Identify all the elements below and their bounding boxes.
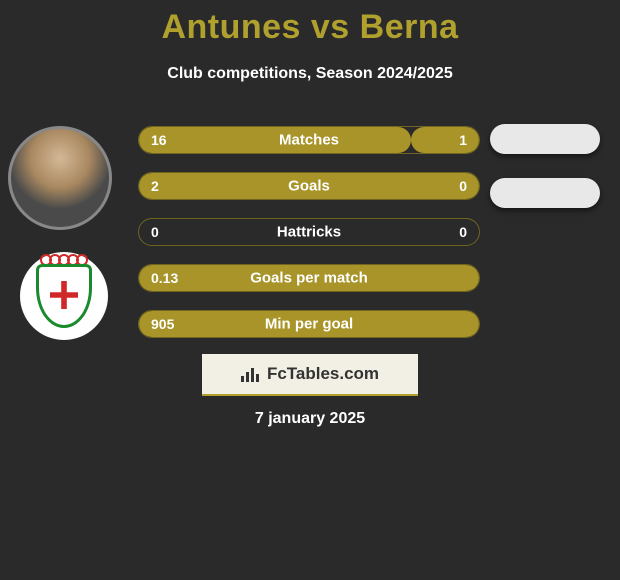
- branding-badge: FcTables.com: [202, 354, 418, 396]
- stat-left-value: 16: [151, 132, 167, 148]
- bar-fill-left: [139, 127, 411, 153]
- club-crest: [20, 252, 108, 340]
- stat-label: Hattricks: [277, 224, 341, 241]
- stat-right-value: 0: [459, 224, 467, 240]
- stat-left-value: 0.13: [151, 270, 178, 286]
- left-avatars: [8, 126, 112, 340]
- stat-row: 0.13 Goals per match: [138, 264, 480, 292]
- stat-row: 0 Hattricks 0: [138, 218, 480, 246]
- stat-row: 2 Goals 0: [138, 172, 480, 200]
- stat-right-value: 0: [459, 178, 467, 194]
- stat-row: 16 Matches 1: [138, 126, 480, 154]
- player-avatar: [8, 126, 112, 230]
- stat-label: Goals: [288, 178, 330, 195]
- stat-right-value: 1: [459, 132, 467, 148]
- right-pills: [490, 124, 600, 232]
- opponent-pill: [490, 178, 600, 208]
- stat-label: Min per goal: [265, 316, 353, 333]
- stat-row: 905 Min per goal: [138, 310, 480, 338]
- stat-bars: 16 Matches 1 2 Goals 0 0 Hattricks 0 0.13 Goals pe…: [138, 126, 480, 356]
- stat-label: Goals per match: [250, 270, 368, 287]
- stat-label: Matches: [279, 132, 339, 149]
- bar-fill-right: [411, 127, 479, 153]
- stat-left-value: 2: [151, 178, 159, 194]
- stat-left-value: 0: [151, 224, 159, 240]
- crest-shield-icon: [36, 264, 92, 328]
- page-title: Antunes vs Berna: [0, 0, 620, 47]
- subtitle: Club competitions, Season 2024/2025: [0, 65, 620, 83]
- opponent-pill: [490, 124, 600, 154]
- branding-text: FcTables.com: [267, 364, 379, 384]
- stat-left-value: 905: [151, 316, 174, 332]
- date-text: 7 january 2025: [255, 410, 365, 428]
- bar-chart-icon: [241, 366, 261, 382]
